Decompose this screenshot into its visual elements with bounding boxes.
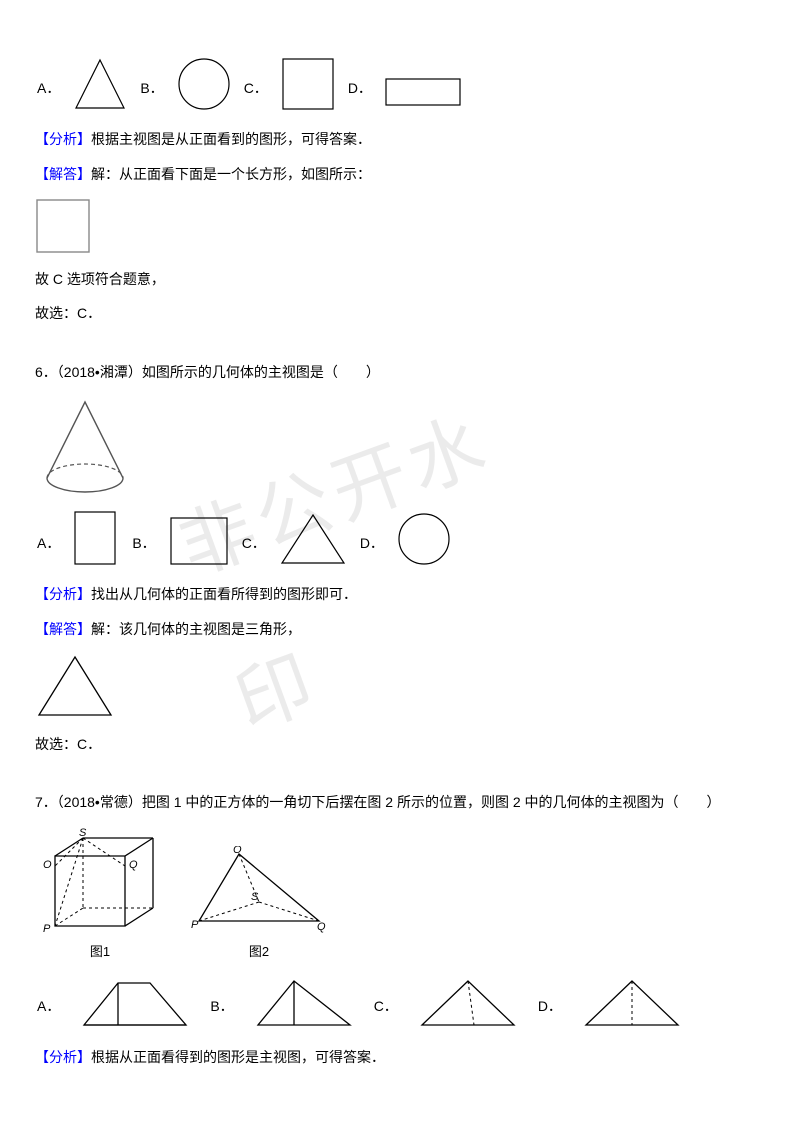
page-content: A． B． C． D． 【分析】根据主视图是从正面看到的图形，可得答案． 【解答… [35,56,758,1073]
q6-cone-figure [35,396,758,501]
q5-conclusion1: 故 C 选项符合题意， [35,264,758,295]
label-S: S [79,827,87,839]
q7-analysis: 【分析】根据从正面看得到的图形是主视图，可得答案． [35,1042,758,1073]
q6-answer-figure [35,653,758,721]
q7-figures: S O Q P 图1 O S P Q 图2 [35,826,758,967]
svg-text:Q: Q [317,921,326,933]
label-P: P [43,923,51,935]
q7-opt-c-icon [418,975,518,1030]
q6-conclusion: 故选：C． [35,729,758,760]
q5-opt-a-label: A． [37,73,60,104]
circle-q6-icon [396,511,452,567]
q7-fig1-caption: 图1 [35,938,165,967]
cube-cut-icon: S O Q P [35,826,165,936]
q6-opt-c-label: C． [242,528,266,559]
q6-answer: 【解答】解：该几何体的主视图是三角形， [35,614,758,645]
label-O: O [43,859,52,871]
q7-fig1: S O Q P 图1 [35,826,165,967]
tetra-icon: O S P Q [189,846,329,936]
q6-analysis-text: 找出从几何体的正面看所得到的图形即可． [91,586,357,602]
answer-label: 【解答】 [35,166,91,182]
q7-stem: 7．（2018•常德）把图 1 中的正方体的一角切下后摆在图 2 所示的位置，则… [35,787,758,818]
q7-opt-b-icon [254,975,354,1030]
analysis-label-q7: 【分析】 [35,1049,91,1065]
q5-answer-figure [35,198,758,256]
analysis-label: 【分析】 [35,131,91,147]
q7-fig2-caption: 图2 [189,938,329,967]
svg-text:S: S [251,891,259,903]
square-answer-icon [35,198,93,256]
triangle-answer-icon [35,653,115,721]
q7-fig2: O S P Q 图2 [189,846,329,967]
q5-analysis: 【分析】根据主视图是从正面看到的图形，可得答案． [35,124,758,155]
q5-analysis-text: 根据主视图是从正面看到的图形，可得答案． [91,131,371,147]
q5-opt-d-label: D． [348,73,372,104]
analysis-label-q6: 【分析】 [35,586,91,602]
q5-opt-c-label: C． [244,73,268,104]
q6-opt-a-label: A． [37,528,60,559]
rect-tall-icon [72,509,120,567]
label-Q: Q [129,859,138,871]
answer-label-q6: 【解答】 [35,621,91,637]
q6-analysis: 【分析】找出从几何体的正面看所得到的图形即可． [35,579,758,610]
q7-opt-a-label: A． [37,991,60,1022]
q5-conclusion2: 故选：C． [35,298,758,329]
q7-opt-c-label: C． [374,991,398,1022]
cone-icon [35,396,135,501]
rect-wide-icon [168,515,230,567]
svg-text:O: O [233,846,242,856]
q5-answer: 【解答】解：从正面看下面是一个长方形，如图所示： [35,159,758,190]
q7-opt-a-icon [80,975,190,1030]
q6-options-row: A． B． C． D． [35,509,758,567]
q5-opt-b-label: B． [140,73,163,104]
q7-options-row: A． B． C． D． [35,975,758,1030]
q6-stem: 6．（2018•湘潭）如图所示的几何体的主视图是（ ） [35,357,758,388]
circle-icon [176,56,232,112]
q6-answer-text: 解：该几何体的主视图是三角形， [91,621,301,637]
q7-opt-d-label: D． [538,991,562,1022]
svg-text:P: P [191,919,199,931]
rectangle-icon [384,72,462,112]
triangle-q6-icon [278,511,348,567]
square-icon [280,56,336,112]
q7-opt-d-icon [582,975,682,1030]
triangle-icon [72,56,128,112]
q5-options-row: A． B． C． D． [35,56,758,112]
q7-analysis-text: 根据从正面看得到的图形是主视图，可得答案． [91,1049,385,1065]
q6-opt-d-label: D． [360,528,384,559]
q7-opt-b-label: B． [210,991,233,1022]
q5-answer-text: 解：从正面看下面是一个长方形，如图所示： [91,166,371,182]
q6-opt-b-label: B． [132,528,155,559]
